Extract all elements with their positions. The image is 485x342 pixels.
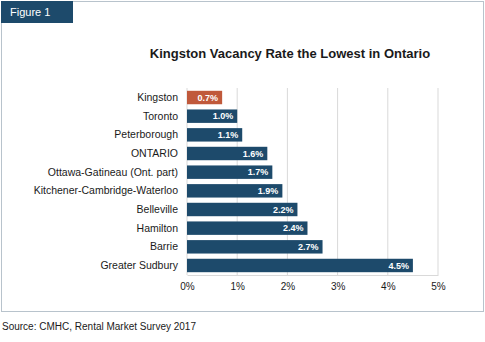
y-tick: Toronto: [143, 110, 187, 122]
x-tick-label: 0%: [180, 281, 195, 292]
y-tick: Hamilton: [137, 222, 187, 234]
figure-label: Figure 1: [10, 6, 50, 18]
y-tick: Ottawa-Gatineau (Ont. part): [48, 166, 187, 178]
bar: [187, 203, 297, 216]
y-tick-label: Kingston: [137, 91, 178, 103]
x-axis-line: [188, 275, 439, 276]
y-tick: Belleville: [137, 203, 187, 215]
y-tick-label: Kitchener-Cambridge-Waterloo: [34, 184, 178, 196]
y-tick-label: Toronto: [143, 110, 178, 122]
x-tick: 4%: [381, 275, 396, 292]
x-tick-label: 2%: [281, 281, 296, 292]
data-label: 1.7%: [248, 167, 269, 177]
data-labels: 0.7% 1.0% 1.1% 1.6% 1.7% 1.9% 2.2% 2.4% 2.7% 4.5%: [198, 93, 409, 271]
figure-frame: [2, 2, 484, 312]
bar: [187, 128, 242, 141]
x-tick: 1%: [230, 275, 245, 292]
data-label: 1.1%: [218, 130, 239, 140]
bar: [187, 184, 282, 197]
y-tick-label: Belleville: [137, 203, 179, 215]
grid-line: [438, 88, 439, 275]
grid-line: [387, 88, 388, 275]
y-tick-label: Hamilton: [137, 222, 179, 234]
x-tick: 0%: [180, 275, 195, 292]
x-tick: 5%: [431, 275, 446, 292]
bar: [187, 259, 413, 272]
bars: [187, 91, 413, 272]
x-tick: 2%: [281, 275, 296, 292]
chart-title: Kingston Vacancy Rate the Lowest in Onta…: [150, 46, 430, 61]
bar: [187, 91, 222, 104]
data-label: 4.5%: [388, 261, 409, 271]
data-label: 1.0%: [213, 111, 234, 121]
y-tick-label: ONTARIO: [131, 147, 178, 159]
x-tick-label: 1%: [230, 281, 245, 292]
bar: [187, 240, 323, 253]
chart-svg: Figure 1 Kingston Vacancy Rate the Lowest…: [0, 0, 485, 342]
y-axis: Kingston Toronto Peterborough ONTARIO Ottawa…: [34, 91, 187, 271]
bar: [187, 147, 267, 160]
data-label: 2.2%: [273, 205, 294, 215]
bar: [187, 165, 272, 178]
grid: [187, 88, 438, 275]
grid-line: [337, 88, 338, 275]
y-tick: Peterborough: [114, 128, 187, 140]
data-label: 0.7%: [198, 93, 219, 103]
data-label: 2.7%: [298, 242, 319, 252]
bar: [187, 109, 237, 122]
data-label: 1.6%: [243, 149, 264, 159]
source-note: Source: CMHC, Rental Market Survey 2017: [2, 321, 196, 332]
x-tick-label: 4%: [381, 281, 396, 292]
x-tick-label: 5%: [431, 281, 446, 292]
data-label: 1.9%: [258, 186, 279, 196]
y-tick: Kingston: [137, 91, 187, 103]
y-tick-label: Barrie: [150, 240, 178, 252]
y-tick-label: Greater Sudbury: [100, 259, 178, 271]
y-tick: Greater Sudbury: [100, 259, 187, 271]
x-tick-label: 3%: [331, 281, 346, 292]
y-tick-label: Ottawa-Gatineau (Ont. part): [48, 166, 178, 178]
y-tick: Kitchener-Cambridge-Waterloo: [34, 184, 187, 196]
bar: [187, 221, 307, 234]
x-axis: 0% 1% 2% 3% 4% 5%: [180, 275, 446, 292]
y-tick: Barrie: [150, 240, 187, 252]
x-tick: 3%: [331, 275, 346, 292]
y-tick: ONTARIO: [131, 147, 187, 159]
figure-tab: [1, 1, 73, 23]
data-label: 2.4%: [283, 223, 304, 233]
y-tick-label: Peterborough: [114, 128, 178, 140]
plot-area: 0% 1% 2% 3% 4% 5% Kingston Toronto Peterborough O…: [34, 88, 446, 292]
